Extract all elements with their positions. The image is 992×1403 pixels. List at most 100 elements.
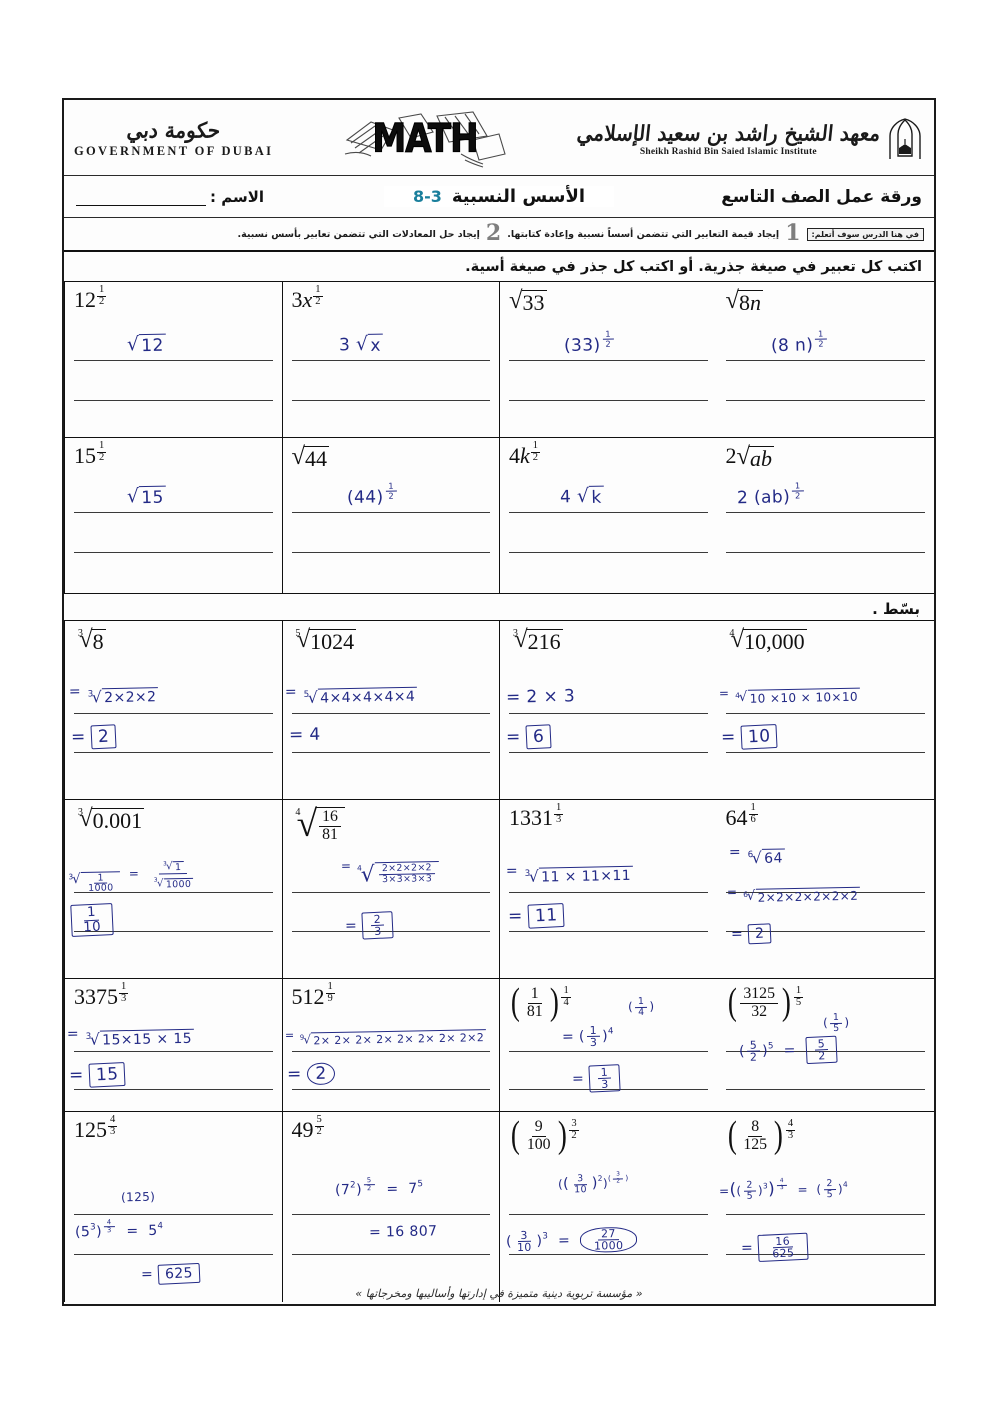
- answer-line[interactable]: [509, 400, 708, 401]
- answer-line[interactable]: [291, 552, 490, 553]
- problem-cell-p11[interactable]: 3 √ 216 = 2 × 3 = 6: [499, 621, 717, 799]
- answer-line[interactable]: [725, 1214, 925, 1215]
- answer-line[interactable]: [509, 892, 708, 893]
- problem-expression-p15: 1331 1 3: [509, 802, 564, 830]
- answer-line[interactable]: [291, 931, 490, 932]
- problem-cell-p2[interactable]: 3x 1 2 3 √ x: [281, 282, 500, 437]
- handwritten-step1-p12: = 4 √ 10 ×10 × 10×10: [718, 686, 860, 706]
- answer-line[interactable]: [74, 931, 273, 932]
- answer-line[interactable]: [74, 1051, 273, 1052]
- problem-cell-p4[interactable]: √ 8n (8 n) 1 2: [717, 282, 935, 437]
- answer-line[interactable]: [291, 360, 490, 361]
- answer-line[interactable]: [291, 1089, 490, 1090]
- problem-expression-p10: 5 √ 1024: [295, 625, 357, 654]
- handwritten-step2-p22: = 16 807: [368, 1223, 438, 1241]
- answer-line[interactable]: [74, 752, 273, 753]
- answer-line[interactable]: [291, 1214, 490, 1215]
- problem-cell-p23[interactable]: (9 100) 3 2 ((3 10)2)(3 2) (3 10)3 = 27 1000: [499, 1112, 717, 1302]
- problem-expression-p6: √ 44: [291, 442, 330, 471]
- answer-line[interactable]: [74, 1089, 273, 1090]
- answer-line[interactable]: [509, 1051, 708, 1052]
- answer-line[interactable]: [725, 1254, 925, 1255]
- answer-line[interactable]: [509, 1214, 708, 1215]
- problem-cell-p10[interactable]: 5 √ 1024 = 5 √ 4×4×4×4×4 = 4: [281, 621, 500, 799]
- problem-cell-p21[interactable]: 125 4 3 (125) (53) 4 3 = 54 = 625: [64, 1112, 282, 1302]
- answer-line[interactable]: [725, 552, 925, 553]
- institute-logo-arabic-script: معهد الشيخ راشد بن سعيد الإسلامي: [575, 119, 882, 146]
- handwritten-step2-p9: = 2: [71, 724, 118, 750]
- answer-line[interactable]: [725, 1089, 925, 1090]
- handwritten-step1-p15: = 3 √ 11 × 11×11: [505, 862, 634, 886]
- objective-1-text: إيجاد قيمة التعابير التي تتضمن أسساً نسب…: [507, 228, 780, 240]
- answer-line[interactable]: [509, 552, 708, 553]
- answer-line[interactable]: [509, 1254, 708, 1255]
- answer-line[interactable]: [74, 360, 273, 361]
- problem-cell-p9[interactable]: 3 √ 8 = 3 √ 2×2×2 = 2: [64, 621, 282, 799]
- answer-line[interactable]: [725, 400, 925, 401]
- problem-cell-p5[interactable]: 15 1 2 √ 15: [64, 438, 282, 593]
- problem-cell-p7[interactable]: 4k 1 2 4 √ k: [499, 438, 717, 593]
- answer-line[interactable]: [509, 931, 708, 932]
- answer-line[interactable]: [725, 1051, 925, 1052]
- problem-cell-p18[interactable]: 512 1 9 = 9 √ 2× 2× 2× 2× 2× 2× 2× 2×2 = 2: [281, 979, 500, 1111]
- answer-line[interactable]: [74, 892, 273, 893]
- answer-line[interactable]: [509, 1089, 708, 1090]
- circled-final-answer: 27 1000: [579, 1226, 638, 1254]
- answer-line[interactable]: [291, 752, 490, 753]
- problem-cell-p6[interactable]: √ 44 (44) 1 2: [281, 438, 500, 593]
- problem-cell-p22[interactable]: 49 5 2 (72) 5 2 = 75 = 16 807: [281, 1112, 500, 1302]
- answer-line[interactable]: [725, 931, 925, 932]
- answer-line[interactable]: [725, 892, 925, 893]
- problem-expression-p16: 64 1 6: [725, 802, 758, 830]
- answer-line[interactable]: [74, 1214, 273, 1215]
- objective-1-number: 1: [785, 220, 801, 247]
- header-logo-bar: حكومة دبي GOVERNMENT OF DUBAI MATH: [64, 100, 934, 176]
- problem-cell-p15[interactable]: 1331 1 3 = 3 √ 11 × 11×11 = 11: [499, 800, 717, 978]
- answer-line[interactable]: [509, 360, 708, 361]
- answer-line[interactable]: [291, 400, 490, 401]
- handwritten-step2-p12: = 10: [720, 723, 778, 750]
- answer-line[interactable]: [291, 512, 490, 513]
- answer-line[interactable]: [291, 892, 490, 893]
- handwritten-step1-p22: (72) 5 2 = 75: [334, 1175, 423, 1199]
- answer-line[interactable]: [509, 752, 708, 753]
- handwritten-answer-p5: √ 15: [126, 485, 166, 509]
- answer-line[interactable]: [74, 400, 273, 401]
- answer-line[interactable]: [725, 360, 925, 361]
- answer-line[interactable]: [291, 713, 490, 714]
- handwritten-answer-p6: (44) 1 2: [346, 481, 399, 508]
- problem-cell-p1[interactable]: 12 1 2 √ 12: [64, 282, 282, 437]
- boxed-final-answer: 11: [527, 902, 566, 929]
- answer-line[interactable]: [725, 713, 925, 714]
- answer-line[interactable]: [74, 1254, 273, 1255]
- math-logo-word: MATH: [372, 115, 479, 162]
- problem-cell-p16[interactable]: 64 1 6 = 6 √ 64 = 6 √ 2×2×2×2×2×2 = 2: [717, 800, 935, 978]
- handwritten-step2-p23: (3 10)3 = 27 1000: [506, 1226, 638, 1255]
- answer-line[interactable]: [74, 552, 273, 553]
- problem-expression-p21: 125 4 3: [74, 1114, 118, 1142]
- handwritten-answer-p3: (33) 1 2: [564, 329, 617, 356]
- answer-line[interactable]: [291, 1254, 490, 1255]
- answer-line[interactable]: [725, 752, 925, 753]
- answer-line[interactable]: [74, 713, 273, 714]
- problem-cell-p3[interactable]: √ 33 (33) 1 2: [499, 282, 717, 437]
- problem-cell-p8[interactable]: 2 √ ab 2 (ab) 1 2: [717, 438, 935, 593]
- problem-cell-p17[interactable]: 3375 1 3 = 3 √ 15×15 × 15 = 15: [64, 979, 282, 1111]
- answer-line[interactable]: [509, 713, 708, 714]
- student-name-field[interactable]: الاسم :: [76, 188, 264, 206]
- problem-expression-p22: 49 5 2: [291, 1114, 324, 1142]
- problem-cell-p12[interactable]: 4 √ 10,000 = 4 √ 10 ×10 × 10×10 = 10: [717, 621, 935, 799]
- answer-line[interactable]: [509, 512, 708, 513]
- problem-cell-p24[interactable]: (8 125) 4 3 =((2 5)3) 4 3 = (2 5)4 = 16 625: [717, 1112, 935, 1302]
- student-name-label: الاسم :: [210, 187, 265, 206]
- answer-line[interactable]: [74, 512, 273, 513]
- answer-line[interactable]: [291, 1051, 490, 1052]
- problem-cell-p13[interactable]: 3 √ 0.001 3 √ 1 1000 = 3 √ 1 3 √ 1000 1 10: [64, 800, 282, 978]
- student-name-blank-line[interactable]: [76, 190, 206, 206]
- answer-line[interactable]: [725, 512, 925, 513]
